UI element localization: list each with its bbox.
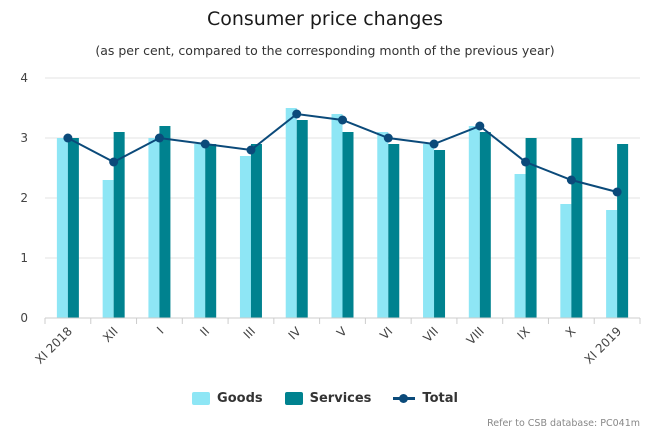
x-tick-label: IX <box>514 324 532 342</box>
bar-goods <box>239 156 251 318</box>
chart-title: Consumer price changes <box>206 8 444 30</box>
point-total <box>200 139 210 149</box>
legend-swatch-services <box>284 392 303 405</box>
bar-services <box>525 138 537 318</box>
chart-subtitle: (as per cent, compared to the correspond… <box>95 43 555 58</box>
y-tick-label: 4 <box>20 71 28 85</box>
x-tick-label: III <box>241 324 258 341</box>
x-tick-label: X <box>563 324 579 340</box>
bar-services <box>342 132 354 318</box>
legend-label-total: Total <box>422 391 458 406</box>
point-total <box>292 109 302 119</box>
bar-goods <box>514 174 526 318</box>
point-total <box>475 121 485 131</box>
point-total <box>246 145 256 155</box>
legend-item-services[interactable]: Services <box>284 391 372 406</box>
bar-services <box>113 132 125 318</box>
legend-swatch-goods <box>192 392 211 405</box>
bar-goods <box>377 132 389 318</box>
x-tick-label: II <box>197 324 212 339</box>
bar-goods <box>560 204 572 318</box>
point-total <box>612 187 622 197</box>
bar-goods <box>56 138 68 318</box>
x-tick-label: IV <box>286 324 305 343</box>
legend-label-services: Services <box>309 391 372 406</box>
chart-legend: Goods Services Total <box>0 391 650 406</box>
bar-services <box>67 138 79 318</box>
bar-services <box>479 132 491 318</box>
x-tick-label: XII <box>100 324 121 345</box>
y-tick-label: 0 <box>20 311 28 325</box>
bar-goods <box>194 144 206 318</box>
legend-item-goods[interactable]: Goods <box>192 391 263 406</box>
bar-services <box>296 120 308 318</box>
point-total <box>338 115 347 125</box>
x-tick-label: VIII <box>464 324 487 347</box>
bar-goods <box>331 114 343 318</box>
bar-goods <box>423 144 435 318</box>
point-total <box>63 133 73 143</box>
point-total <box>109 157 119 167</box>
bar-goods <box>148 138 160 318</box>
x-tick-label: I <box>154 324 166 336</box>
bar-goods <box>102 180 114 318</box>
bar-layer <box>56 108 629 318</box>
y-tick-label: 1 <box>20 251 28 265</box>
bar-services <box>159 126 171 318</box>
legend-label-goods: Goods <box>217 391 263 406</box>
y-tick-label: 3 <box>20 131 28 145</box>
bar-services <box>205 144 217 318</box>
legend-swatch-total <box>393 392 416 405</box>
line-layer <box>63 109 622 197</box>
legend-item-total[interactable]: Total <box>393 391 458 406</box>
point-total <box>154 133 164 143</box>
point-total <box>566 175 576 185</box>
x-tick-label: XI 2019 <box>582 324 625 367</box>
x-tick-label: XI 2018 <box>32 324 75 367</box>
point-total <box>383 133 393 143</box>
bar-goods <box>606 210 618 318</box>
point-total <box>521 157 531 167</box>
credit-text: Refer to CSB database: PC041m <box>487 418 640 429</box>
bar-goods <box>285 108 297 318</box>
bar-services <box>250 144 262 318</box>
x-tick-label: VII <box>420 324 441 345</box>
x-tick-label: VI <box>377 324 395 342</box>
bar-services <box>571 138 583 318</box>
point-total <box>429 139 439 149</box>
bar-services <box>617 144 629 318</box>
bar-goods <box>468 126 480 318</box>
bar-services <box>434 150 446 318</box>
bar-services <box>388 144 400 318</box>
x-tick-label: V <box>334 324 350 340</box>
y-tick-label: 2 <box>20 191 28 205</box>
